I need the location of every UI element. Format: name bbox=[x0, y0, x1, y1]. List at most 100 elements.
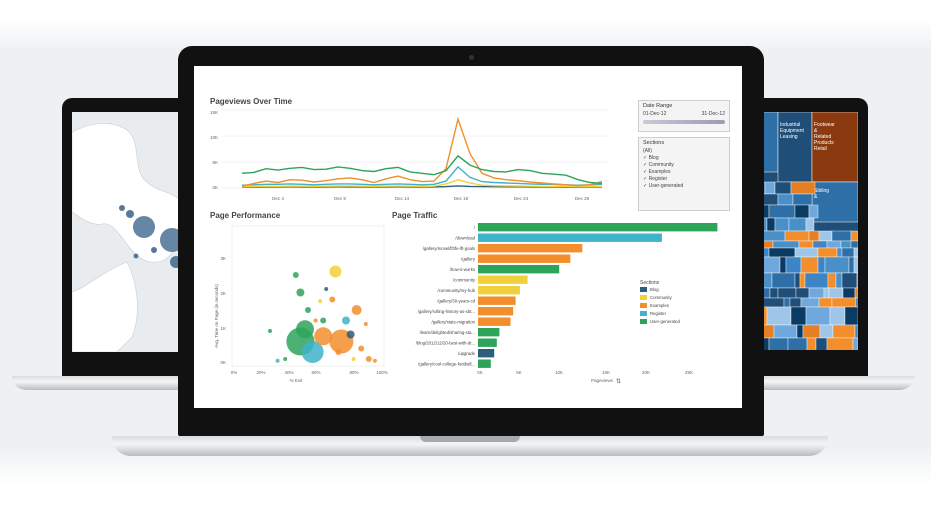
pageviews-y-tick: 0K bbox=[212, 185, 218, 190]
performance-y-label: Avg. Time on Page (in seconds) bbox=[214, 284, 219, 348]
performance-point[interactable] bbox=[335, 349, 342, 355]
traffic-bar[interactable] bbox=[478, 223, 718, 232]
performance-point[interactable] bbox=[329, 265, 342, 278]
treemap-label: Industrial Equipment Leasing bbox=[780, 122, 805, 140]
performance-frame bbox=[231, 225, 385, 367]
performance-point[interactable] bbox=[342, 316, 350, 325]
traffic-bar[interactable] bbox=[478, 265, 560, 274]
legend-label: Blog bbox=[650, 287, 659, 292]
treemap-cell[interactable] bbox=[852, 337, 858, 350]
legend-label: User-generated bbox=[650, 319, 680, 324]
performance-point[interactable] bbox=[351, 357, 356, 361]
traffic-bar-label: /learn/delighted/sharing-sta... bbox=[420, 330, 475, 335]
section-checkbox-examples[interactable]: ✓ Examples bbox=[643, 169, 671, 175]
traffic-legend: Sections Blog Community Examples Registe… bbox=[640, 280, 680, 324]
date-range-filter[interactable]: Date Range 01-Dec-12 31-Dec-12 bbox=[638, 100, 730, 132]
performance-point[interactable] bbox=[320, 317, 327, 324]
pageviews-x-tick: Dec 24 bbox=[514, 196, 529, 201]
sort-icon[interactable]: ⇅ bbox=[616, 379, 621, 385]
map-bubble bbox=[133, 216, 155, 238]
sections-filter[interactable]: Sections (All) ✓ Blog ✓ Community ✓ Exam… bbox=[638, 137, 730, 211]
treemap-cell[interactable] bbox=[777, 112, 813, 183]
performance-y-tick: 0K bbox=[220, 360, 226, 365]
pageviews-series-line bbox=[241, 154, 603, 185]
performance-point[interactable] bbox=[346, 330, 355, 339]
performance-point[interactable] bbox=[275, 358, 280, 363]
traffic-x-tick: 25K bbox=[685, 370, 693, 375]
performance-point[interactable] bbox=[363, 322, 368, 326]
legend-swatch-examples bbox=[640, 303, 647, 308]
pageviews-y-tick: 10K bbox=[210, 135, 218, 140]
performance-point[interactable] bbox=[283, 357, 288, 361]
performance-point[interactable] bbox=[329, 296, 336, 303]
traffic-bar-label: /gallery bbox=[461, 257, 476, 262]
performance-point[interactable] bbox=[292, 272, 299, 278]
traffic-bar[interactable] bbox=[478, 317, 511, 326]
section-checkbox-register[interactable]: ✓ Register bbox=[643, 176, 668, 182]
traffic-bar[interactable] bbox=[478, 296, 516, 305]
traffic-bar[interactable] bbox=[478, 338, 497, 347]
performance-point[interactable] bbox=[296, 320, 314, 339]
traffic-bar[interactable] bbox=[478, 244, 583, 253]
traffic-x-tick: 15K bbox=[602, 370, 610, 375]
performance-point[interactable] bbox=[324, 287, 329, 291]
pageviews-series-line bbox=[241, 165, 603, 186]
section-label: Register bbox=[648, 176, 668, 182]
left-laptop-base bbox=[12, 376, 182, 390]
performance-point[interactable] bbox=[268, 329, 272, 333]
performance-point[interactable] bbox=[301, 341, 324, 363]
pageviews-x-tick: Dec 19 bbox=[454, 196, 469, 201]
traffic-bar[interactable] bbox=[478, 307, 514, 316]
traffic-bar[interactable] bbox=[478, 233, 662, 242]
traffic-bar[interactable] bbox=[478, 275, 528, 284]
traffic-bar-label: /gallery/state-migration bbox=[432, 320, 476, 325]
date-range-title: Date Range bbox=[643, 103, 673, 109]
performance-point[interactable] bbox=[314, 327, 333, 346]
traffic-bar-label: /blog/2012/12/20-best-with-dr... bbox=[416, 341, 475, 346]
traffic-title: Page Traffic bbox=[392, 211, 438, 220]
performance-point[interactable] bbox=[305, 307, 311, 313]
performance-point[interactable] bbox=[351, 305, 362, 315]
performance-x-tick: 60% bbox=[311, 370, 320, 375]
section-checkbox-community[interactable]: ✓ Community bbox=[643, 162, 674, 168]
pageviews-title: Pageviews Over Time bbox=[210, 97, 293, 106]
traffic-bar[interactable] bbox=[478, 359, 491, 368]
performance-x-tick: 0% bbox=[231, 370, 238, 375]
legend-swatch-community bbox=[640, 295, 647, 300]
section-label: Examples bbox=[648, 169, 671, 175]
date-range-slider[interactable] bbox=[643, 120, 725, 124]
performance-point[interactable] bbox=[318, 299, 323, 304]
dashboard-screen: Pageviews Over Time 15K 10K 5K 0K Dec 4 … bbox=[194, 66, 742, 408]
traffic-bar-label: /gallery/rolling-history-as-xbt... bbox=[418, 309, 475, 314]
performance-point[interactable] bbox=[365, 356, 372, 362]
date-range-start: 01-Dec-12 bbox=[643, 111, 667, 117]
section-checkbox-blog[interactable]: ✓ Blog bbox=[643, 155, 659, 161]
performance-point[interactable] bbox=[313, 318, 318, 323]
traffic-bar[interactable] bbox=[478, 349, 495, 358]
traffic-bar[interactable] bbox=[478, 286, 520, 295]
traffic-x-tick: 20K bbox=[642, 370, 650, 375]
traffic-bar[interactable] bbox=[478, 328, 500, 337]
map-landmass-south bbox=[72, 261, 138, 352]
date-range-end: 31-Dec-12 bbox=[701, 111, 725, 117]
section-checkbox-all[interactable]: (All) bbox=[643, 148, 725, 155]
performance-x-tick: 20% bbox=[256, 370, 265, 375]
performance-point[interactable] bbox=[372, 358, 377, 363]
map-bubble bbox=[119, 205, 125, 211]
section-checkbox-user-generated[interactable]: ✓ User-generated bbox=[643, 183, 684, 189]
map-bubble bbox=[151, 247, 157, 253]
legend-label: Examples bbox=[650, 303, 669, 308]
traffic-bar-label: /how-it-works bbox=[450, 267, 475, 272]
traffic-bar[interactable] bbox=[478, 254, 571, 263]
traffic-bar-label: /community/my-hub bbox=[438, 288, 476, 293]
camera-icon bbox=[469, 55, 474, 60]
section-label: User-generated bbox=[648, 183, 684, 189]
performance-point[interactable] bbox=[296, 288, 305, 297]
traffic-x-label: Pageviews bbox=[591, 378, 614, 383]
right-laptop-base bbox=[748, 376, 914, 390]
performance-point[interactable] bbox=[358, 345, 365, 352]
